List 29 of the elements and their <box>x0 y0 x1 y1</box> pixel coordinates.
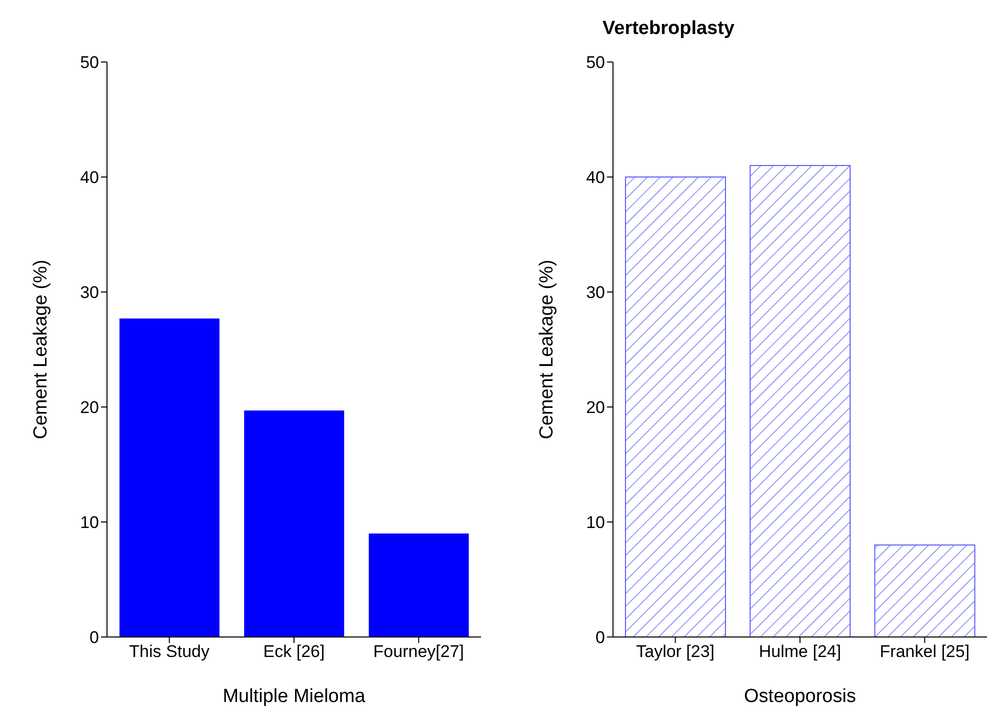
y-tick-label: 20 <box>586 398 605 418</box>
bar <box>874 544 976 637</box>
y-tick-label: 0 <box>90 628 99 648</box>
y-tick-label: 50 <box>586 53 605 72</box>
x-tick-label: This Study <box>129 642 210 662</box>
y-tick-label: 40 <box>80 168 99 188</box>
bar <box>750 165 851 637</box>
x-tick-label: Hulme [24] <box>758 642 842 662</box>
y-axis-title: Cement Leakage (%) <box>536 260 558 440</box>
x-tick-label: Eck [26] <box>263 642 325 662</box>
chart-title: Vertebroplasty <box>602 18 736 40</box>
y-tick-label: 0 <box>596 628 605 648</box>
bar <box>624 176 726 637</box>
bar <box>368 534 469 637</box>
y-axis-title: Cement Leakage (%) <box>30 260 52 440</box>
bar <box>244 410 344 637</box>
y-tick-label: 50 <box>80 53 99 72</box>
y-tick-label: 30 <box>586 283 605 302</box>
x-tick-label: Fourney[27] <box>373 642 464 662</box>
x-axis-title: Osteoporosis <box>744 686 856 707</box>
bar <box>119 318 220 637</box>
y-tick-label: 20 <box>80 398 99 418</box>
y-tick-label: 10 <box>80 513 99 532</box>
x-tick-label: Taylor [23] <box>636 642 715 662</box>
y-tick-label: 10 <box>586 513 605 532</box>
x-axis-title: Multiple Mieloma <box>222 686 366 707</box>
y-tick-label: 40 <box>586 168 605 188</box>
x-tick-label: Frankel [25] <box>880 642 970 662</box>
y-tick-label: 30 <box>80 283 99 302</box>
